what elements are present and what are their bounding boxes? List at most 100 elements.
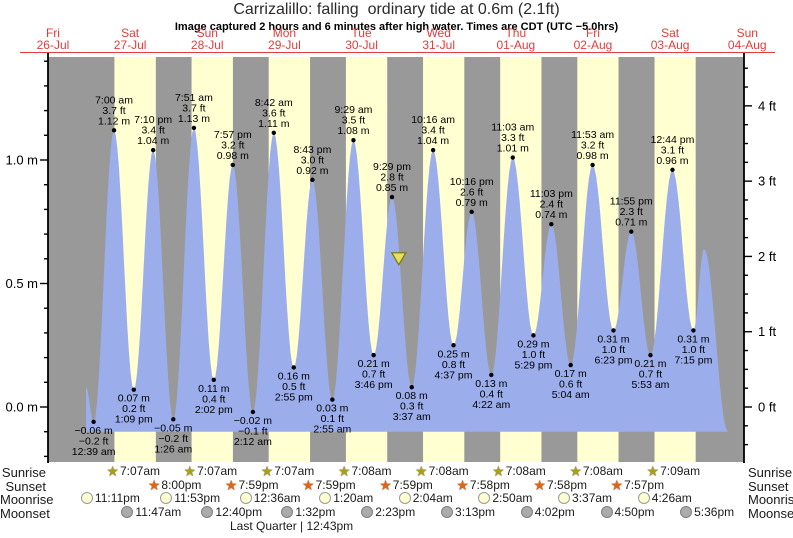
moonrise-circle-icon xyxy=(398,492,411,504)
moonset-time: 12:40pm xyxy=(215,504,263,519)
low-tide-label: 0.25 m xyxy=(437,348,469,360)
moonrise-entry: 2:50am xyxy=(478,491,532,505)
low-tide-dot xyxy=(211,377,216,383)
sunset-time: 8:00pm xyxy=(161,477,202,492)
sunset-entry: ★ 7:59pm xyxy=(302,478,356,492)
high-tide-dot xyxy=(271,130,276,136)
low-tide-label: 0.7 ft xyxy=(639,369,662,381)
day-date: 02-Aug xyxy=(573,38,613,52)
high-tide-dot xyxy=(549,222,554,227)
moonrise-time: 1:20am xyxy=(333,491,374,505)
low-tide-label: 0.03 m xyxy=(316,403,348,415)
low-tide-label: 0.17 m xyxy=(555,368,587,380)
high-tide-label: 11:03 am xyxy=(491,122,534,134)
moonset-time: 5:36pm xyxy=(694,504,735,519)
sunrise-entry: ★ 7:07am xyxy=(261,464,315,478)
day-of-week: Mon xyxy=(272,26,297,40)
low-tide-label: 0.4 ft xyxy=(480,388,503,400)
moonrise-row-label-right: Moonrise xyxy=(748,492,793,507)
low-tide-label: 0.21 m xyxy=(358,358,390,370)
low-tide-label: −0.2 ft xyxy=(159,433,189,445)
sunrise-entry: ★ 7:08am xyxy=(338,464,392,478)
low-tide-label: −0.06 m xyxy=(75,425,113,437)
moonset-entry: 12:40pm xyxy=(201,505,262,519)
high-tide-label: 1.01 m xyxy=(497,143,529,155)
day-label: Fri 26-Jul xyxy=(37,27,70,51)
day-label: Sun 04-Aug xyxy=(728,27,767,51)
high-tide-dot xyxy=(510,155,515,160)
moonset-time: 4:50pm xyxy=(614,504,655,519)
high-tide-label: 0.74 m xyxy=(535,209,567,221)
left-axis-tick-label: 0.5 m xyxy=(5,276,38,291)
moonset-row-label: Moonset xyxy=(0,505,50,521)
moonrise-circle-icon xyxy=(160,492,173,504)
high-tide-dot xyxy=(389,194,395,200)
low-tide-dot xyxy=(371,352,376,358)
sunrise-star-icon: ★ xyxy=(106,463,119,479)
sunrise-entry: ★ 7:07am xyxy=(184,464,238,478)
moonrise-entry: 11:53pm xyxy=(160,491,220,505)
high-tide-label: 0.71 m xyxy=(615,217,647,229)
low-tide-label: 4:37 pm xyxy=(435,369,473,381)
moonset-entry: 5:36pm xyxy=(680,505,734,519)
low-tide-dot xyxy=(611,328,616,333)
sunrise-entry: ★ 7:08am xyxy=(492,464,546,478)
high-tide-dot xyxy=(351,138,356,143)
high-tide-label: 7:00 am xyxy=(95,94,133,106)
moonrise-circle-icon xyxy=(239,492,252,504)
sunrise-time: 7:08am xyxy=(428,464,469,478)
high-tide-label: 2.3 ft xyxy=(620,206,643,218)
high-tide-dot xyxy=(430,147,436,153)
day-label: Fri 02-Aug xyxy=(574,27,613,51)
moonset-circle-icon xyxy=(121,505,134,518)
moonrise-circle-icon xyxy=(80,492,93,504)
sunrise-entry: ★ 7:08am xyxy=(569,464,623,478)
high-tide-label: 3.4 ft xyxy=(141,125,164,137)
high-tide-label: 2.8 ft xyxy=(380,172,403,184)
low-tide-label: 0.31 m xyxy=(597,333,629,345)
moonset-circle-icon xyxy=(201,505,214,518)
day-label: Wed 31-Jul xyxy=(422,27,455,51)
high-tide-dot xyxy=(670,167,675,173)
low-tide-dot xyxy=(691,328,696,333)
high-tide-label: 1.11 m xyxy=(258,118,290,130)
high-tide-label: 3.2 ft xyxy=(221,139,244,151)
moonrise-circle-icon xyxy=(558,492,571,504)
moonset-row-label-right: Moonset xyxy=(748,505,793,521)
day-date: 31-Jul xyxy=(422,38,456,52)
high-tide-label: 3.6 ft xyxy=(262,107,285,119)
sunset-star-icon: ★ xyxy=(224,476,238,493)
low-tide-label: 2:12 am xyxy=(234,436,272,448)
moonrise-entry: 11:11pm xyxy=(80,491,140,505)
sunrise-time: 7:07am xyxy=(274,464,315,478)
sunrise-star-icon: ★ xyxy=(415,463,428,479)
moonrise-time: 11:11pm xyxy=(94,491,140,505)
low-tide-label: 0.07 m xyxy=(118,393,150,405)
high-tide-label: 12:44 pm xyxy=(651,134,695,146)
high-tide-dot xyxy=(230,162,236,168)
day-date: 27-Jul xyxy=(113,38,147,52)
moonrise-circle-icon xyxy=(478,492,491,504)
sunrise-time: 7:07am xyxy=(197,464,238,478)
sunset-star-icon: ★ xyxy=(147,476,161,493)
date-axis-rule xyxy=(20,52,775,53)
low-tide-label: 1.0 ft xyxy=(602,344,625,356)
day-date: 01-Aug xyxy=(496,38,536,52)
low-tide-label: 7:15 pm xyxy=(674,354,712,366)
low-tide-label: 0.08 m xyxy=(396,390,428,402)
sunset-star-icon: ★ xyxy=(456,476,469,493)
sunrise-star-icon: ★ xyxy=(646,463,660,479)
moonrise-time: 12:36am xyxy=(253,491,301,505)
high-tide-label: 1.12 m xyxy=(98,115,130,127)
low-tide-label: 0.4 ft xyxy=(202,393,225,405)
sunset-star-icon: ★ xyxy=(533,476,546,493)
moonset-time: 3:13pm xyxy=(455,504,496,519)
day-label: Sat 03-Aug xyxy=(651,27,690,51)
low-tide-label: 0.16 m xyxy=(278,370,310,382)
right-axis-tick-label: 4 ft xyxy=(758,98,776,113)
high-tide-label: 7:57 pm xyxy=(214,129,252,141)
high-tide-dot xyxy=(310,177,315,182)
high-tide-label: 3.1 ft xyxy=(661,144,684,156)
day-label: Sat 27-Jul xyxy=(114,27,147,51)
low-tide-dot xyxy=(568,362,573,368)
